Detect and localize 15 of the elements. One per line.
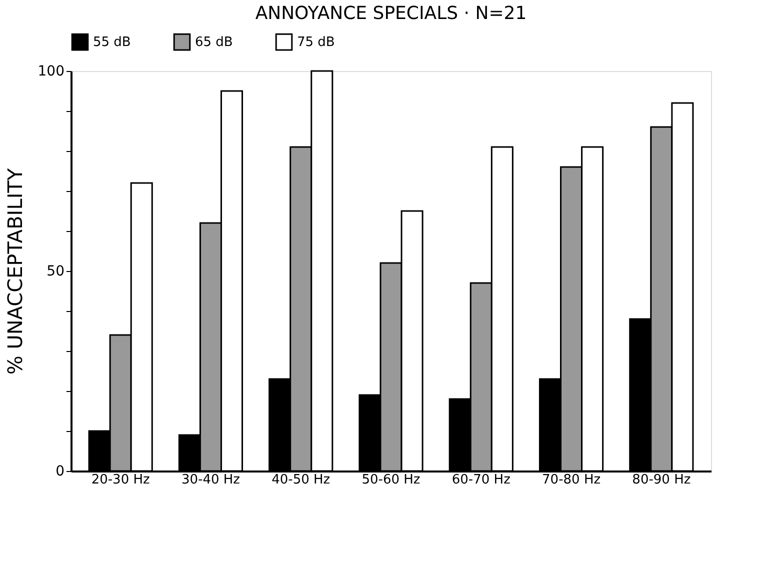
- chart-title: ANNOYANCE SPECIALS · N=21: [255, 3, 527, 24]
- x-tick-label: 70-80 Hz: [542, 472, 601, 488]
- x-tick-label: 30-40 Hz: [181, 472, 240, 488]
- x-tick-label: 50-60 Hz: [362, 472, 420, 488]
- legend-label: 75 dB: [297, 35, 335, 50]
- y-tick-label: 0: [56, 464, 64, 480]
- x-tick-label: 80-90 Hz: [632, 472, 691, 488]
- legend-label: 65 dB: [195, 35, 233, 50]
- legend-label: 55 dB: [93, 35, 131, 50]
- y-axis-title: % UNACCEPTABILITY: [2, 168, 27, 375]
- x-tick-label: 40-50 Hz: [272, 472, 330, 488]
- x-tick-label: 20-30 Hz: [91, 472, 150, 488]
- y-tick-label: 50: [46, 264, 64, 280]
- y-tick-label: 100: [38, 64, 64, 80]
- x-tick-label: 60-70 Hz: [452, 472, 511, 488]
